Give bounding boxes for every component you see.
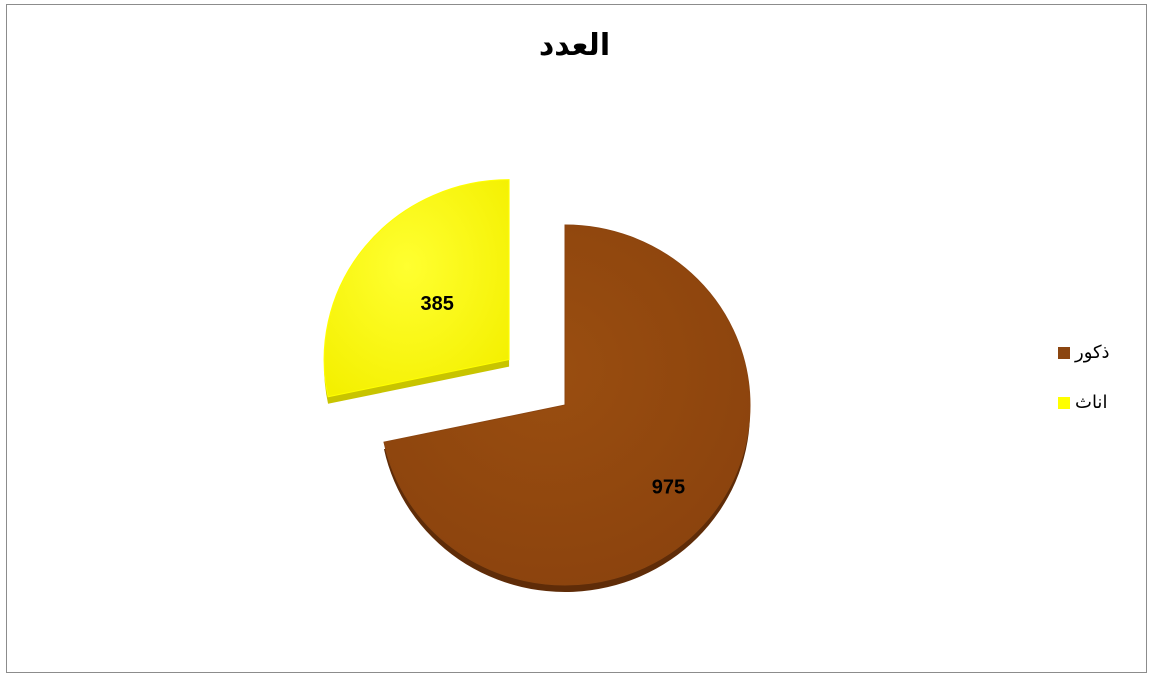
- slice-males[interactable]: [383, 224, 751, 586]
- slice-females[interactable]: [323, 179, 510, 398]
- legend: ذكور اناث: [1058, 340, 1138, 440]
- legend-swatch-males: [1058, 347, 1070, 359]
- chart-title: العدد: [538, 28, 611, 63]
- legend-item-males: ذكور: [1058, 340, 1138, 366]
- legend-label-females: اناث: [1075, 392, 1108, 413]
- legend-swatch-females: [1058, 397, 1070, 409]
- legend-item-females: اناث: [1058, 390, 1138, 416]
- legend-label-males: ذكور: [1075, 342, 1110, 363]
- data-label-females: 385: [421, 293, 454, 315]
- data-label-males: 975: [652, 477, 685, 499]
